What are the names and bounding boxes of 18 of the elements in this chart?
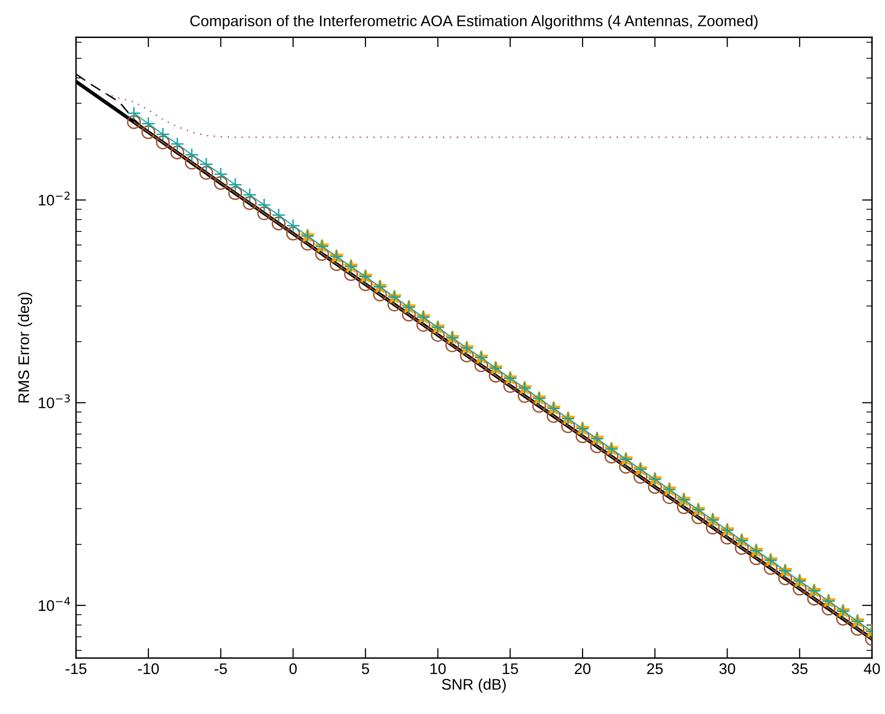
x-tick-label: -10: [138, 663, 159, 674]
y-tick-label: 10$^{−2}$: [38, 192, 70, 206]
x-tick-label: 20: [574, 663, 590, 674]
x-tick-label: 5: [362, 663, 370, 674]
chart-title: Comparison of the Interferometric AOA Estimation Algorithms (4 Antennas, Zoomed): [190, 15, 758, 30]
x-tick-label: 15: [502, 663, 518, 674]
x-tick-label: 30: [719, 663, 736, 674]
y-tick-label: 10$^{−4}$: [38, 597, 70, 611]
x-tick-label: -15: [66, 663, 86, 674]
x-axis-title: SNR (dB): [442, 678, 506, 693]
x-tick-label: 40: [864, 663, 880, 674]
y-tick-label: 10$^{−3}$: [38, 394, 70, 408]
x-tick-label: 25: [647, 663, 663, 674]
x-tick-label: 10: [430, 663, 446, 674]
y-axis-title: RMS Error (deg): [18, 292, 32, 402]
x-tick-label: 0: [289, 663, 297, 674]
x-tick-label: 35: [792, 663, 808, 674]
x-tick-label: -5: [214, 663, 227, 674]
